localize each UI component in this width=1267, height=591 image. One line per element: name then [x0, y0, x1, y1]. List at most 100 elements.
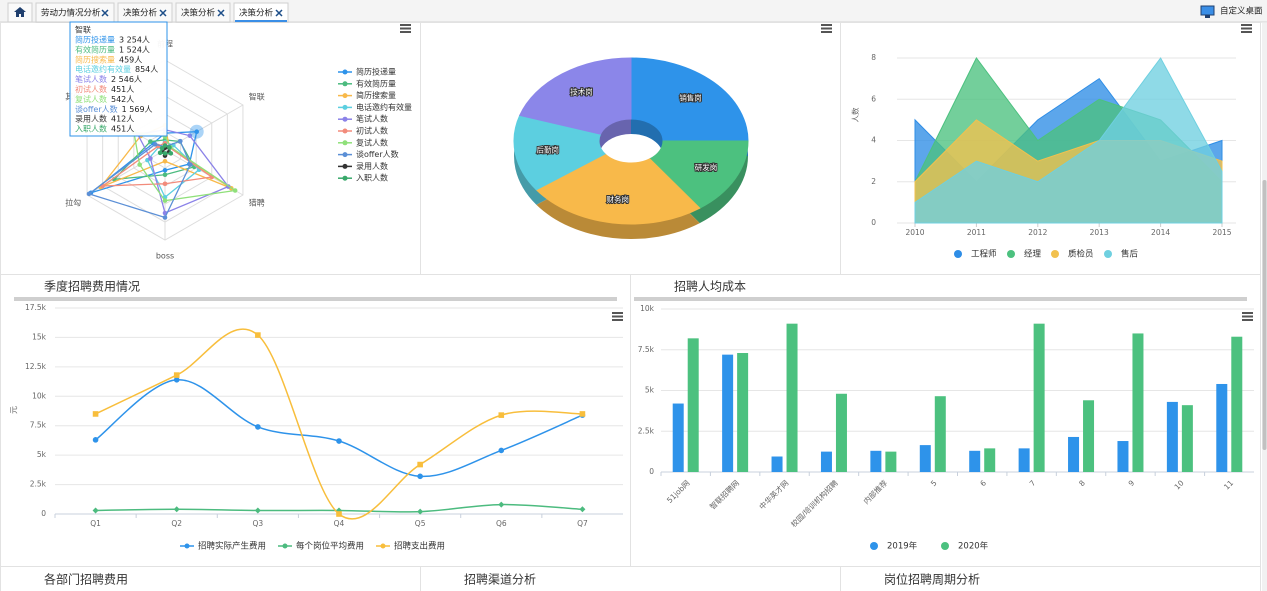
bar [870, 450, 882, 472]
panel [840, 566, 1261, 591]
legend-label[interactable]: 录用人数 [356, 161, 388, 171]
tab-close[interactable] [275, 9, 283, 17]
x-tick-label: Q6 [496, 519, 507, 528]
title-bar [634, 297, 1247, 301]
slice [535, 153, 701, 225]
legend-label[interactable]: 2019年 [887, 541, 918, 552]
line [95, 328, 583, 520]
x-tick-label: 5 [929, 478, 939, 488]
legend-label[interactable]: 初试人数 [356, 126, 388, 136]
menu-icon[interactable] [1241, 24, 1252, 26]
y-tick-label: 4 [871, 136, 876, 145]
tooltip-value: 2 546人 [111, 75, 142, 84]
point [92, 507, 99, 514]
legend-label[interactable]: 复试人数 [356, 137, 388, 147]
radar-point [232, 188, 238, 193]
desktop-icon-stand [1205, 15, 1210, 18]
legend-label[interactable]: 售后 [1121, 249, 1139, 260]
y-tick-label: 7.5k [30, 421, 47, 430]
legend-label[interactable]: 招聘支出费用 [394, 541, 445, 552]
x-tick-label: Q2 [171, 519, 182, 528]
radar-point [162, 172, 168, 178]
menu-icon[interactable] [1242, 315, 1253, 318]
legend-label[interactable]: 谈offer人数 [356, 149, 399, 159]
legend-marker [941, 542, 949, 550]
bar [1033, 323, 1045, 472]
tooltip-name: 复试人数 [75, 94, 107, 104]
bar [934, 396, 946, 472]
bar [672, 403, 684, 472]
x-tick-label: Q5 [415, 519, 426, 528]
legend-label[interactable]: 质检员 [1068, 249, 1094, 260]
tab-close[interactable] [217, 9, 225, 17]
scrollbar-thumb[interactable] [1262, 180, 1267, 450]
bar [1181, 405, 1193, 472]
menu-icon[interactable] [1242, 312, 1253, 314]
radar-point [167, 145, 172, 150]
radar-point [148, 156, 153, 161]
y-tick-label: 0 [41, 509, 46, 518]
desktop-icon[interactable] [1200, 5, 1215, 16]
menu-icon[interactable] [400, 27, 411, 30]
customize-desktop[interactable]: 自定义桌面 [1220, 6, 1263, 17]
point [498, 501, 505, 508]
legend-label[interactable]: 每个岗位平均费用 [296, 541, 364, 552]
tab-label: 决策分析 [239, 8, 274, 19]
menu-icon[interactable] [400, 24, 411, 26]
tooltip-name: 有效简历量 [75, 44, 115, 54]
menu-icon[interactable] [1241, 27, 1252, 30]
radar-point [137, 162, 142, 167]
legend-marker [184, 543, 190, 549]
menu-icon[interactable] [612, 319, 623, 321]
legend-label[interactable]: 经理 [1024, 249, 1042, 260]
legend-label[interactable]: 2020年 [958, 541, 989, 552]
menu-icon[interactable] [612, 315, 623, 318]
menu-icon[interactable] [612, 312, 623, 314]
tooltip-value: 854人 [135, 65, 158, 74]
radar-point [162, 215, 168, 220]
radar-point [162, 198, 168, 203]
legend-label[interactable]: 电话邀约有效量 [356, 102, 412, 112]
menu-icon[interactable] [400, 31, 411, 33]
menu-icon[interactable] [821, 24, 832, 26]
tooltip-name: 入职人数 [75, 124, 107, 134]
tab-close[interactable] [101, 9, 109, 17]
point [417, 508, 424, 515]
legend-label[interactable]: 入职人数 [356, 173, 388, 183]
slice [519, 57, 632, 135]
panel [0, 22, 421, 275]
point [417, 473, 423, 480]
slice-label: 财务岗 [607, 194, 630, 204]
legend-marker [282, 543, 288, 549]
legend-label[interactable]: 笔试人数 [356, 114, 388, 124]
legend-label[interactable]: 简历搜索量 [356, 90, 396, 100]
point [255, 332, 261, 338]
bar [835, 393, 847, 472]
menu-icon[interactable] [1242, 319, 1253, 321]
radar-point [194, 129, 200, 134]
radar-point [157, 150, 163, 156]
legend-label[interactable]: 有效简历量 [356, 78, 396, 88]
tab[interactable] [175, 2, 231, 23]
x-tick-label: 2012 [1028, 228, 1047, 237]
chart-title: 招聘人均成本 [674, 280, 746, 294]
menu-icon[interactable] [821, 31, 832, 33]
legend-label[interactable]: 招聘实际产生费用 [198, 541, 266, 552]
x-tick-label: Q4 [334, 519, 345, 528]
legend-label[interactable]: 简历投递量 [356, 67, 396, 77]
tooltip-value: 412人 [111, 115, 134, 124]
y-tick-label: 15k [32, 332, 47, 341]
menu-icon[interactable] [1241, 31, 1252, 33]
point [92, 411, 99, 417]
bar [1018, 448, 1030, 472]
home-icon[interactable] [14, 7, 26, 17]
tab-close[interactable] [159, 9, 167, 17]
legend-label[interactable]: 工程师 [971, 249, 997, 260]
legend-marker [342, 163, 348, 169]
legend-marker [342, 175, 348, 181]
tooltip-value: 542人 [111, 95, 134, 104]
legend-marker [342, 69, 348, 75]
radar-point [162, 181, 168, 187]
menu-icon[interactable] [821, 27, 832, 30]
